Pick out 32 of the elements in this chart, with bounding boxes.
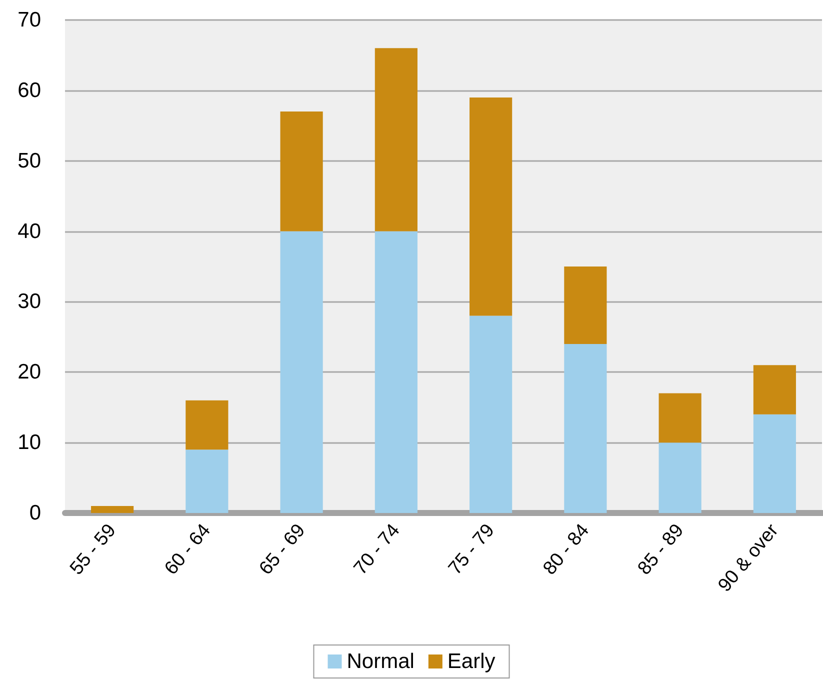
bar bbox=[186, 400, 228, 450]
y-tick-label: 60 bbox=[18, 78, 41, 102]
x-tick-label: 65 - 69 bbox=[255, 520, 310, 580]
bar bbox=[186, 450, 228, 513]
legend-label: Early bbox=[447, 650, 496, 673]
y-tick-label: 40 bbox=[18, 220, 41, 243]
x-tick-label: 60 - 64 bbox=[160, 520, 216, 580]
bar bbox=[280, 112, 323, 232]
bar bbox=[374, 48, 418, 232]
bar bbox=[658, 393, 702, 443]
x-tick-label: 85 - 89 bbox=[634, 520, 688, 580]
x-tick-label: 70 - 74 bbox=[350, 520, 405, 580]
y-tick-label: 30 bbox=[18, 290, 41, 314]
y-tick-label: 70 bbox=[18, 8, 41, 32]
bar bbox=[470, 316, 512, 513]
y-tick-label: 10 bbox=[18, 431, 41, 454]
bar bbox=[374, 231, 418, 513]
x-tick-label: 75 - 79 bbox=[444, 520, 499, 580]
y-tick-label: 20 bbox=[18, 360, 41, 384]
bar bbox=[658, 442, 702, 513]
x-tick-label: 80 - 84 bbox=[539, 520, 594, 580]
legend-label: Normal bbox=[346, 650, 414, 673]
y-tick-label: 0 bbox=[29, 502, 41, 524]
bar bbox=[753, 365, 796, 414]
x-tick-label: 55 - 59 bbox=[66, 520, 120, 580]
y-tick-label: 50 bbox=[18, 149, 41, 172]
bar bbox=[91, 506, 134, 513]
bar bbox=[564, 266, 607, 344]
bar bbox=[280, 231, 323, 513]
bar bbox=[470, 97, 512, 316]
bar bbox=[753, 414, 796, 513]
bar bbox=[564, 344, 607, 513]
